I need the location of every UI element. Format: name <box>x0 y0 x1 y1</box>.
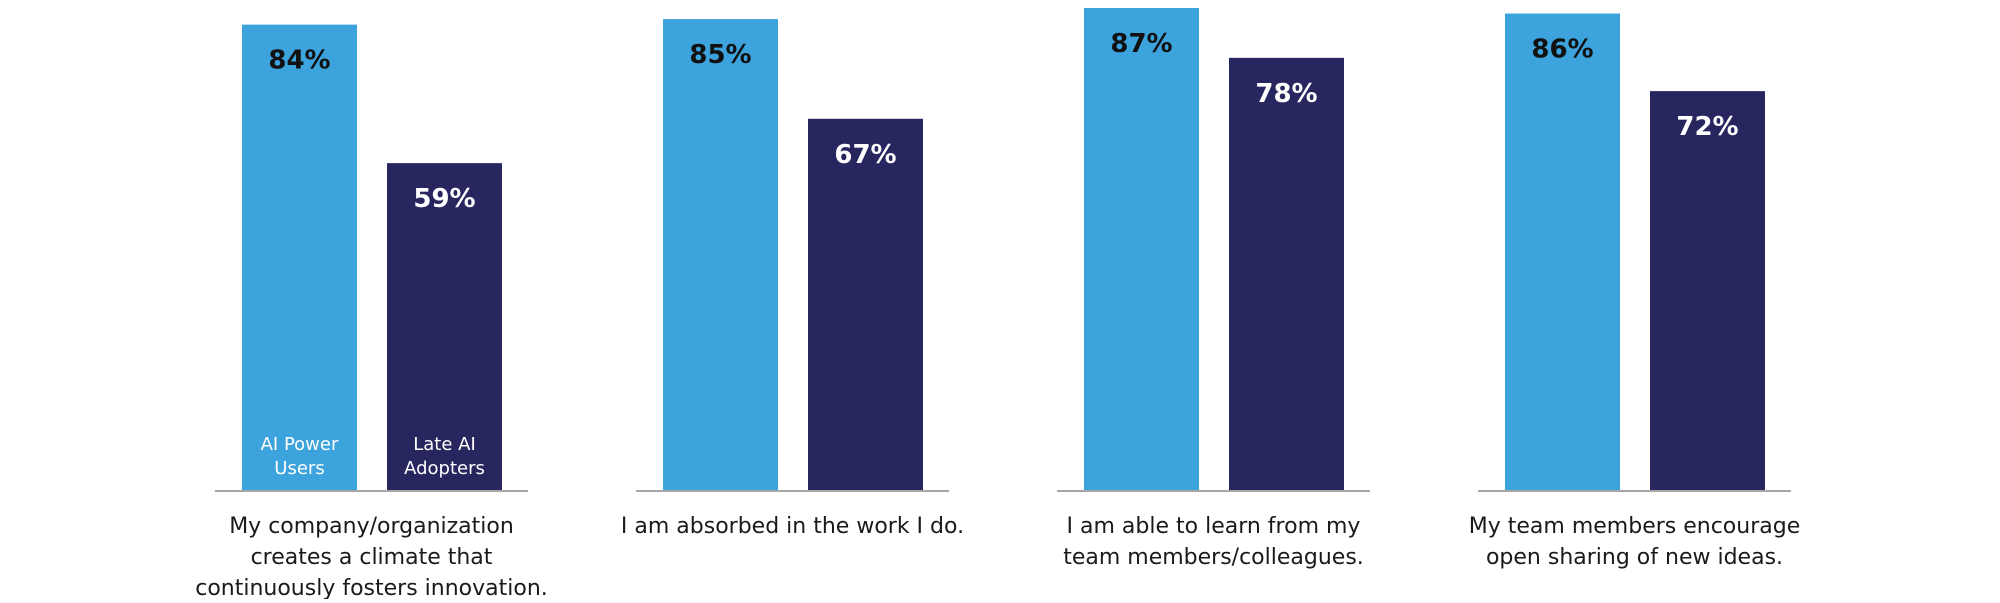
value-label: 78% <box>1255 79 1317 109</box>
category-label: creates a climate that <box>251 545 493 570</box>
bar-ai-power-users-2 <box>663 19 778 491</box>
category-label: My team members encourage <box>1469 514 1800 539</box>
bar-late-ai-adopters-2 <box>808 118 923 490</box>
value-label: 59% <box>413 184 475 214</box>
category-label: team members/colleagues. <box>1063 545 1364 570</box>
bar-late-ai-adopters-3 <box>1229 57 1344 491</box>
value-label: 86% <box>1531 35 1593 65</box>
category-label: I am absorbed in the work I do. <box>621 514 964 539</box>
category-label: open sharing of new ideas. <box>1486 545 1783 570</box>
value-label: 87% <box>1110 29 1172 59</box>
value-label: 85% <box>689 40 751 70</box>
bar-ai-power-users-4 <box>1505 13 1620 491</box>
bar-ai-power-users-1 <box>242 24 357 490</box>
value-label: 67% <box>834 140 896 170</box>
bar-ai-power-users-3 <box>1084 8 1199 490</box>
category-label: continuously fosters innovation. <box>195 576 548 599</box>
value-label: 72% <box>1676 112 1738 142</box>
category-label: My company/organization <box>229 514 514 539</box>
bar-late-ai-adopters-1 <box>387 163 502 490</box>
category-label: I am able to learn from my <box>1067 514 1361 539</box>
value-label: 84% <box>268 46 330 76</box>
series-label: AI Power <box>261 434 339 455</box>
series-label: Users <box>274 458 324 479</box>
bar-late-ai-adopters-4 <box>1650 91 1765 490</box>
series-label: Adopters <box>404 458 485 479</box>
series-label: Late AI <box>413 434 476 455</box>
